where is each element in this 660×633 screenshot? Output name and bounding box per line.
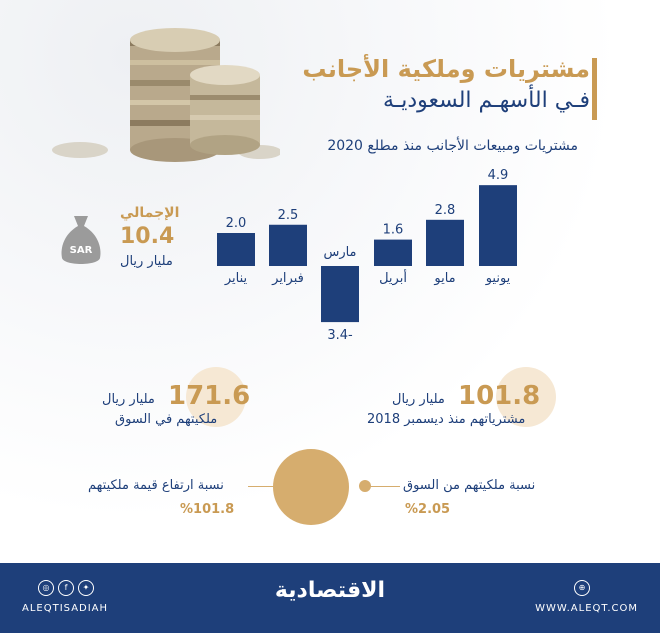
value-rise-label: نسبة ارتفاع قيمة ملكيتهم [88, 478, 224, 493]
value-label-5: 2.0 [226, 216, 247, 231]
value-label-4: 2.5 [278, 208, 299, 223]
bag-label: SAR [70, 245, 93, 256]
category-label-5: يناير [224, 271, 248, 286]
bar-2 [374, 239, 412, 266]
monthly-bar-chart: 4.9 يونيو 2.8 مايو 1.6 أبريل 3.4- مارس 2.5 فبراير… [217, 168, 517, 343]
ownership-desc: ملكيتهم في السوق [115, 412, 218, 427]
market-share-dot [359, 480, 371, 492]
connector-left [248, 486, 276, 487]
category-label-3: مارس [323, 245, 356, 260]
footer [0, 563, 660, 633]
globe-icon[interactable]: ⊕ [574, 580, 590, 596]
category-label-0: يونيو [485, 271, 511, 286]
chart-title: مشتريات ومبيعات الأجانب منذ مطلع 2020 [327, 138, 578, 154]
purchases-unit: مليار ريال [392, 392, 445, 407]
total-label: الإجمالي [120, 205, 180, 221]
page-title: مشتريات وملكية الأجانب [302, 55, 590, 83]
value-label-3: 3.4- [327, 328, 353, 343]
bar-3 [321, 266, 359, 323]
ownership-value: 171.6 [168, 381, 251, 411]
instagram-icon[interactable]: ◎ [38, 580, 54, 596]
bar-4 [269, 224, 307, 266]
market-share-value: %2.05 [405, 502, 451, 517]
value-label-1: 2.8 [435, 203, 456, 218]
ownership-circle [186, 367, 246, 427]
money-bag-icon: SAR [61, 216, 101, 264]
market-share-label: نسبة ملكيتهم من السوق [403, 478, 536, 493]
category-label-2: أبريل [379, 269, 407, 286]
bar-0 [479, 185, 517, 266]
value-rise-circle [273, 449, 349, 525]
social-handle[interactable]: ALEQTISADIAH [22, 603, 109, 614]
value-label-0: 4.9 [488, 168, 509, 183]
value-label-2: 1.6 [383, 223, 404, 238]
bar-5 [217, 233, 255, 266]
page-subtitle: فـي الأسهـم السعوديـة [382, 88, 590, 113]
category-label-1: مايو [433, 271, 455, 286]
coins-illustration [52, 28, 280, 162]
facebook-icon[interactable]: f [58, 580, 74, 596]
category-label-4: فبراير [271, 271, 304, 286]
brand-logo[interactable]: الاقتصادية [274, 578, 386, 603]
ownership-unit: مليار ريال [102, 392, 155, 407]
website-link[interactable]: WWW.ALEQT.COM [535, 603, 638, 614]
purchases-desc: مشترياتهم منذ ديسمبر 2018 [367, 412, 526, 427]
purchases-value: 101.8 [458, 381, 541, 411]
twitter-icon[interactable]: ✦ [78, 580, 94, 596]
total-value: 10.4 [120, 224, 175, 249]
total-unit: مليار ريال [120, 254, 173, 269]
bar-1 [426, 219, 464, 266]
value-rise-value: %101.8 [180, 502, 235, 517]
title-accent-bar [592, 58, 597, 120]
purchases-circle [496, 367, 556, 427]
connector-right [370, 486, 400, 487]
